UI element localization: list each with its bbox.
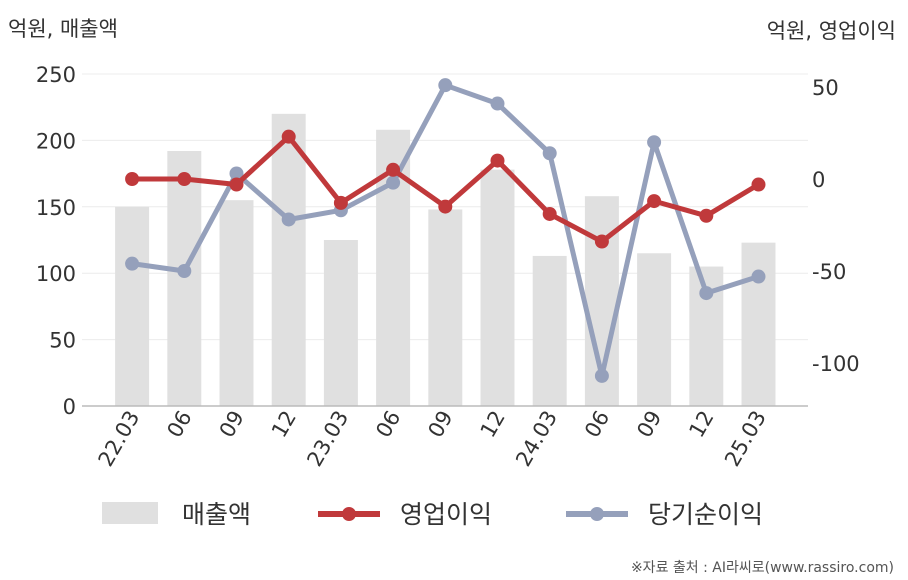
left-tick-label: 0 (63, 395, 76, 419)
bar (428, 209, 463, 406)
x-tick-label: 24.03 (511, 407, 562, 471)
data-point (125, 172, 140, 186)
right-tick-label: -100 (812, 352, 860, 376)
data-point (177, 172, 192, 186)
bar (115, 206, 150, 406)
data-point (647, 135, 662, 150)
bar (219, 200, 254, 406)
legend-label-net: 당기순이익 (648, 500, 763, 529)
data-point (125, 256, 140, 271)
x-tick-label: 12 (267, 407, 301, 442)
data-point (229, 166, 244, 181)
left-tick-label: 50 (49, 329, 76, 353)
data-point (281, 212, 296, 227)
left-tick-label: 200 (36, 129, 76, 153)
x-tick-label: 25.03 (720, 407, 771, 471)
data-point (751, 177, 766, 192)
x-ticks: 22.03 06 09 12 23.03 06 09 12 24.03 06 09 12 25.03 (94, 407, 771, 471)
legend-label-op: 영업이익 (400, 500, 492, 529)
left-ticks: 0 50 100 150 200 250 (36, 63, 76, 419)
bar (741, 242, 776, 406)
data-point (542, 206, 557, 221)
legend: 매출액 영업이익 당기순이익 (102, 500, 763, 529)
data-point (229, 177, 244, 192)
legend-label-sales: 매출액 (182, 500, 251, 529)
data-point (386, 162, 401, 177)
bar (637, 253, 672, 406)
data-point (438, 199, 453, 214)
right-tick-label: 50 (812, 76, 839, 100)
x-tick-label: 22.03 (94, 407, 145, 471)
bar (167, 151, 202, 406)
data-point (647, 194, 662, 209)
data-point (333, 195, 348, 210)
bar-series (115, 113, 776, 406)
x-tick-label: 09 (632, 407, 666, 442)
left-axis-label: 억원, 매출액 (8, 17, 118, 41)
data-point (699, 286, 714, 301)
x-tick-label: 23.03 (302, 407, 353, 471)
x-tick-label: 09 (215, 407, 249, 442)
left-tick-label: 250 (36, 63, 76, 87)
data-point (438, 78, 453, 93)
right-ticks: 50 0 -50 -100 (812, 76, 860, 376)
bar (480, 169, 515, 406)
right-tick-label: 0 (812, 168, 825, 192)
data-point (542, 146, 557, 161)
data-point (490, 96, 505, 111)
data-point (281, 129, 296, 144)
left-tick-label: 100 (36, 262, 76, 286)
x-tick-label: 06 (371, 407, 405, 442)
legend-marker-op (342, 507, 356, 521)
x-tick-label: 06 (162, 407, 196, 442)
data-point (490, 153, 505, 168)
right-tick-label: -50 (812, 260, 846, 284)
source-note: ※자료 출처 : AI라씨로(www.rassiro.com) (631, 560, 894, 576)
bar (271, 113, 306, 406)
right-axis-label: 억원, 영업이익 (767, 19, 896, 43)
data-point (594, 234, 609, 249)
x-tick-label: 09 (423, 407, 457, 442)
legend-marker-net (590, 507, 604, 521)
x-tick-label: 12 (684, 407, 718, 442)
data-point (177, 264, 192, 278)
data-point (751, 269, 766, 284)
data-point (386, 175, 401, 190)
bar (532, 255, 567, 406)
left-tick-label: 150 (36, 196, 76, 220)
bar (323, 240, 358, 406)
data-point (699, 208, 714, 223)
x-tick-label: 12 (476, 407, 510, 442)
line-series (125, 78, 766, 383)
legend-swatch-sales (102, 502, 158, 524)
x-tick-label: 06 (580, 407, 614, 442)
data-point (594, 368, 609, 383)
